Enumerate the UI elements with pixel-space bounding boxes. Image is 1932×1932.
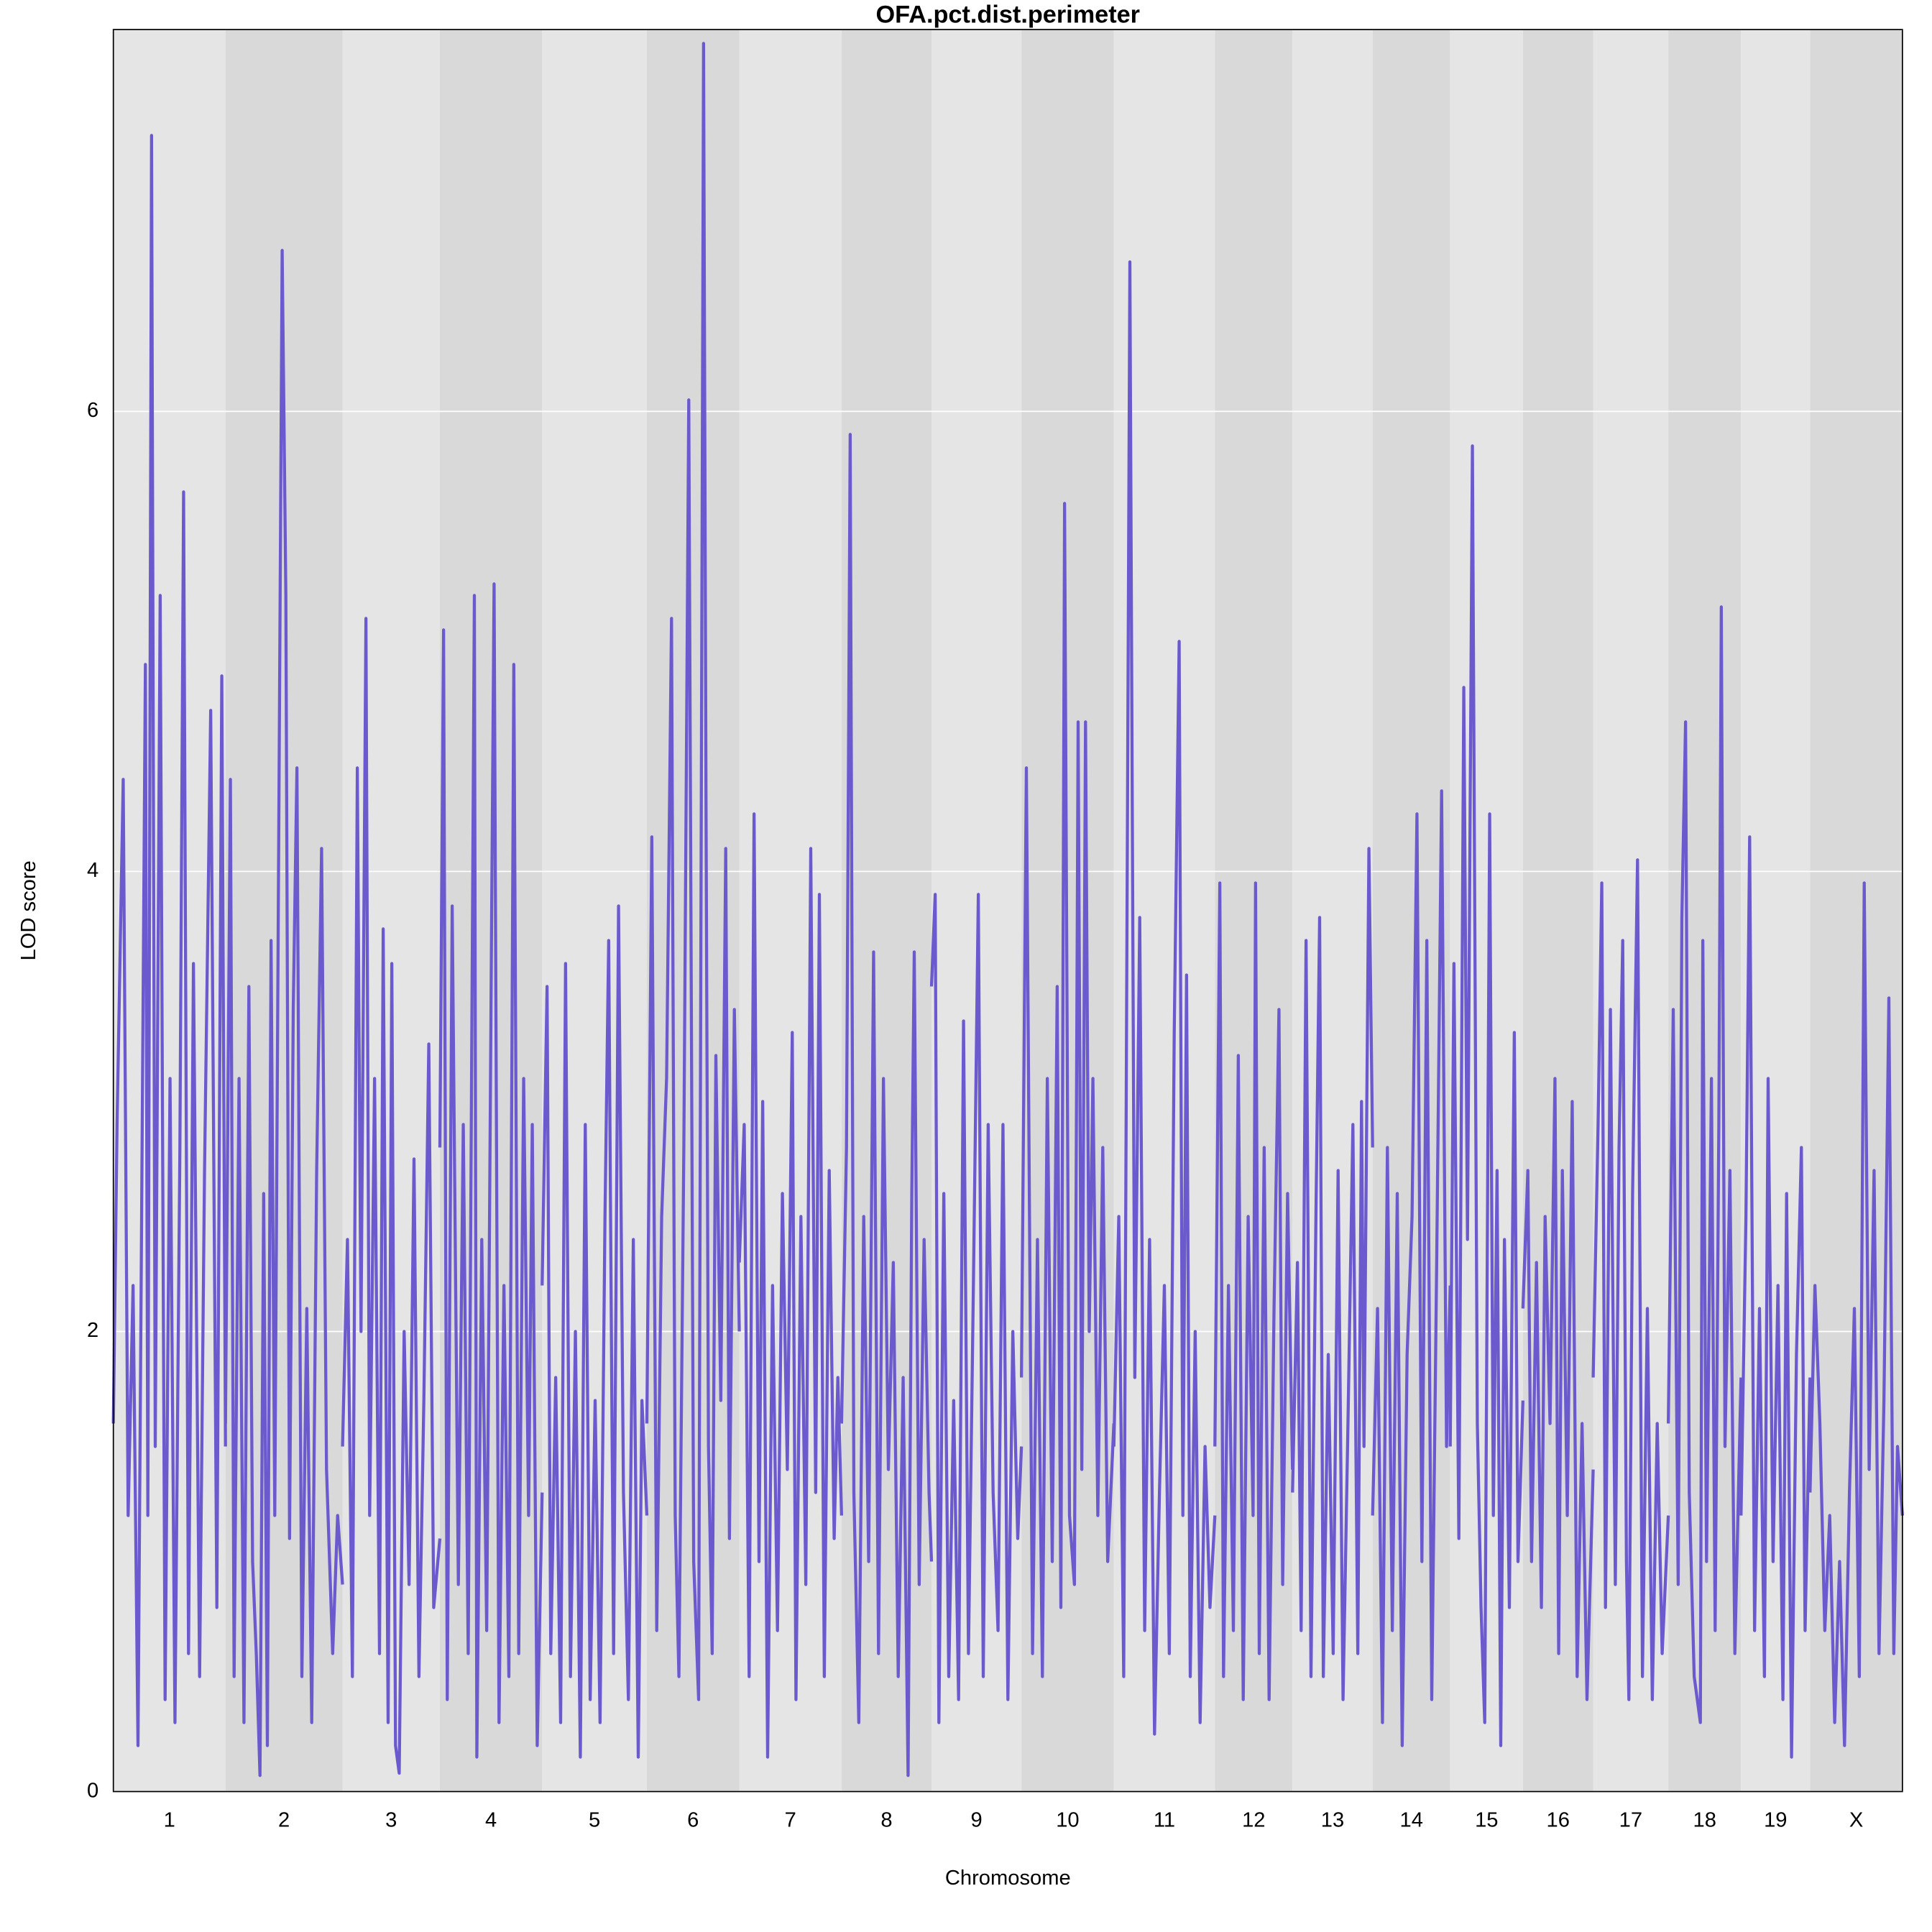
lod-curve — [1291, 847, 1374, 1701]
lines — [111, 42, 1904, 1777]
lod-curve — [1667, 605, 1743, 1724]
x-tick-label: 16 — [1547, 1808, 1570, 1831]
lod-curve — [737, 812, 843, 1759]
x-tick-label: 1 — [164, 1808, 175, 1831]
x-tick-label: 17 — [1619, 1808, 1642, 1831]
lod-curve — [929, 893, 1024, 1724]
plot-frame — [112, 29, 1903, 1793]
chart-title: OFA.pct.dist.perimeter — [876, 1, 1141, 28]
y-tick-label: 0 — [87, 1779, 98, 1802]
lod-curve — [1112, 260, 1217, 1736]
x-tick-label: 14 — [1400, 1808, 1423, 1831]
x-tick-label: 18 — [1693, 1808, 1716, 1831]
x-axis-label: Chromosome — [945, 1867, 1071, 1890]
lod-curve — [1521, 1077, 1595, 1701]
x-tick-label: 11 — [1154, 1808, 1175, 1831]
lod-curve — [1371, 789, 1452, 1747]
x-tick-label: 9 — [970, 1808, 982, 1831]
x-tick-label: 4 — [485, 1808, 497, 1831]
x-tick-label: 5 — [589, 1808, 600, 1831]
lod-curve — [111, 134, 227, 1747]
lod-curve — [645, 42, 741, 1701]
lod-curve — [1808, 881, 1904, 1747]
x-tick-label: 3 — [385, 1808, 397, 1831]
x-tick-label: 13 — [1321, 1808, 1344, 1831]
chromosome-band — [841, 29, 932, 1792]
lod-curve — [341, 617, 442, 1775]
y-tick-label: 2 — [87, 1319, 98, 1342]
lod-curve — [1448, 444, 1524, 1747]
y-axis-label: LOD score — [17, 860, 40, 960]
lod-curve — [540, 904, 649, 1759]
x-tick-label: 12 — [1242, 1808, 1265, 1831]
x-tick-label: 6 — [687, 1808, 699, 1831]
x-tick-label: 19 — [1764, 1808, 1787, 1831]
x-tick-label: X — [1849, 1808, 1863, 1831]
lod-curve — [1213, 881, 1294, 1701]
lod-curve — [224, 249, 344, 1777]
lod-curve — [1591, 858, 1670, 1701]
y-tick-label: 6 — [87, 399, 98, 422]
x-tick-label: 8 — [880, 1808, 892, 1831]
x-tick-label: 7 — [785, 1808, 796, 1831]
x-tick-label: 15 — [1475, 1808, 1498, 1831]
lod-curve — [1739, 835, 1812, 1759]
lod-curve — [438, 582, 544, 1759]
x-tick-label: 10 — [1056, 1808, 1079, 1831]
lod-curve — [1020, 502, 1116, 1678]
y-tick-label: 4 — [87, 859, 98, 882]
x-tick-label: 2 — [278, 1808, 290, 1831]
lod-curve — [840, 433, 934, 1777]
